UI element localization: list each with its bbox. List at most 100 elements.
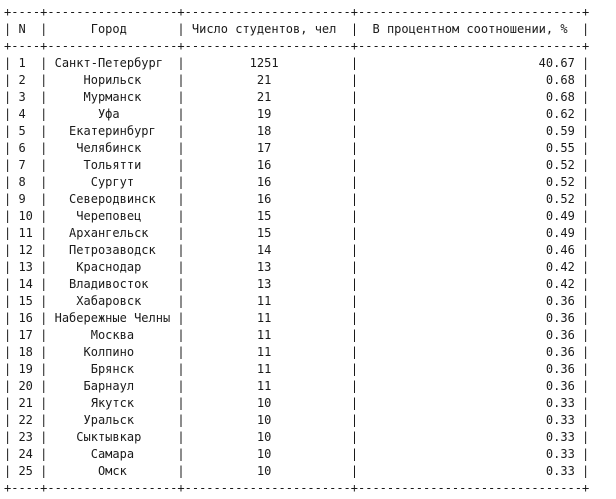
row-cell-percent: 0.36 xyxy=(358,294,583,308)
row-cell-n: 11 xyxy=(11,226,41,240)
row-cell-percent: 0.52 xyxy=(358,158,583,172)
row-cell-percent: 0.49 xyxy=(358,226,583,240)
row-cell-students: 11 xyxy=(184,311,351,325)
table-row: | 15 | Хабаровск | 11 | 0.36 | xyxy=(4,294,590,308)
table-row: | 9 | Северодвинск | 16 | 0.52 | xyxy=(4,192,590,206)
row-cell-percent: 0.33 xyxy=(358,430,583,444)
row-cell-students: 21 xyxy=(184,73,351,87)
row-cell-n: 16 xyxy=(11,311,41,325)
table-row: | 24 | Самара | 10 | 0.33 | xyxy=(4,447,590,461)
table-header-row: | N | Город | Число студентов, чел | В п… xyxy=(4,22,590,36)
row-cell-n: 20 xyxy=(11,379,41,393)
row-cell-n: 25 xyxy=(11,464,41,478)
row-cell-students: 15 xyxy=(184,209,351,223)
table-row: | 16 | Набережные Челны | 11 | 0.36 | xyxy=(4,311,590,325)
row-cell-city: Барнаул xyxy=(47,379,178,393)
row-cell-students: 11 xyxy=(184,362,351,376)
table-row: | 1 | Санкт-Петербург | 1251 | 40.67 | xyxy=(4,56,590,70)
row-cell-percent: 0.46 xyxy=(358,243,583,257)
table-row: | 17 | Москва | 11 | 0.36 | xyxy=(4,328,590,342)
row-cell-students: 11 xyxy=(184,379,351,393)
row-cell-n: 19 xyxy=(11,362,41,376)
row-cell-percent: 40.67 xyxy=(358,56,583,70)
row-cell-n: 23 xyxy=(11,430,41,444)
row-cell-students: 18 xyxy=(184,124,351,138)
ascii-table: +----+------------------+---------------… xyxy=(4,4,589,497)
row-cell-percent: 0.42 xyxy=(358,260,583,274)
table-row: | 21 | Якутск | 10 | 0.33 | xyxy=(4,396,590,410)
row-cell-city: Набережные Челны xyxy=(47,311,178,325)
row-cell-city: Норильск xyxy=(47,73,178,87)
row-cell-percent: 0.33 xyxy=(358,413,583,427)
row-cell-percent: 0.36 xyxy=(358,362,583,376)
header-cell-n: N xyxy=(11,22,41,36)
table-row: | 4 | Уфа | 19 | 0.62 | xyxy=(4,107,590,121)
row-cell-city: Челябинск xyxy=(47,141,178,155)
row-cell-n: 15 xyxy=(11,294,41,308)
table-body: | 1 | Санкт-Петербург | 1251 | 40.67 | | … xyxy=(4,55,589,480)
row-cell-city: Москва xyxy=(47,328,178,342)
table-row: | 11 | Архангельск | 15 | 0.49 | xyxy=(4,226,590,240)
row-cell-n: 21 xyxy=(11,396,41,410)
row-cell-students: 10 xyxy=(184,464,351,478)
row-cell-students: 16 xyxy=(184,158,351,172)
row-cell-n: 3 xyxy=(11,90,41,104)
row-cell-students: 13 xyxy=(184,277,351,291)
row-cell-students: 15 xyxy=(184,226,351,240)
row-cell-n: 24 xyxy=(11,447,41,461)
row-cell-students: 10 xyxy=(184,413,351,427)
header-cell-students: Число студентов, чел xyxy=(184,22,351,36)
row-cell-students: 19 xyxy=(184,107,351,121)
row-cell-n: 2 xyxy=(11,73,41,87)
row-cell-percent: 0.36 xyxy=(358,379,583,393)
table-border-top: +----+------------------+---------------… xyxy=(4,5,590,19)
header-cell-city: Город xyxy=(47,22,178,36)
row-cell-students: 1251 xyxy=(184,56,351,70)
row-cell-percent: 0.68 xyxy=(358,73,583,87)
table-row: | 6 | Челябинск | 17 | 0.55 | xyxy=(4,141,590,155)
row-cell-students: 10 xyxy=(184,447,351,461)
row-cell-city: Хабаровск xyxy=(47,294,178,308)
table-row: | 23 | Сыктывкар | 10 | 0.33 | xyxy=(4,430,590,444)
row-cell-n: 4 xyxy=(11,107,41,121)
row-cell-percent: 0.59 xyxy=(358,124,583,138)
table-row: | 20 | Барнаул | 11 | 0.36 | xyxy=(4,379,590,393)
row-cell-n: 1 xyxy=(11,56,41,70)
row-cell-city: Санкт-Петербург xyxy=(47,56,178,70)
row-cell-n: 10 xyxy=(11,209,41,223)
row-cell-students: 14 xyxy=(184,243,351,257)
table-row: | 19 | Брянск | 11 | 0.36 | xyxy=(4,362,590,376)
row-cell-students: 21 xyxy=(184,90,351,104)
row-cell-city: Якутск xyxy=(47,396,178,410)
table-row: | 22 | Уральск | 10 | 0.33 | xyxy=(4,413,590,427)
row-cell-city: Екатеринбург xyxy=(47,124,178,138)
table-row: | 5 | Екатеринбург | 18 | 0.59 | xyxy=(4,124,590,138)
table-border-header: +----+------------------+---------------… xyxy=(4,39,590,53)
row-cell-students: 11 xyxy=(184,345,351,359)
row-cell-city: Уфа xyxy=(47,107,178,121)
row-cell-city: Петрозаводск xyxy=(47,243,178,257)
row-cell-students: 17 xyxy=(184,141,351,155)
row-cell-n: 22 xyxy=(11,413,41,427)
row-cell-city: Колпино xyxy=(47,345,178,359)
table-row: | 7 | Тольятти | 16 | 0.52 | xyxy=(4,158,590,172)
row-cell-students: 13 xyxy=(184,260,351,274)
row-cell-n: 8 xyxy=(11,175,41,189)
row-cell-city: Череповец xyxy=(47,209,178,223)
row-cell-city: Архангельск xyxy=(47,226,178,240)
row-cell-n: 17 xyxy=(11,328,41,342)
row-cell-students: 11 xyxy=(184,328,351,342)
row-cell-percent: 0.33 xyxy=(358,396,583,410)
row-cell-percent: 0.62 xyxy=(358,107,583,121)
row-cell-percent: 0.36 xyxy=(358,311,583,325)
table-row: | 25 | Омск | 10 | 0.33 | xyxy=(4,464,590,478)
row-cell-n: 13 xyxy=(11,260,41,274)
row-cell-city: Самара xyxy=(47,447,178,461)
table-row: | 2 | Норильск | 21 | 0.68 | xyxy=(4,73,590,87)
row-cell-city: Уральск xyxy=(47,413,178,427)
row-cell-n: 14 xyxy=(11,277,41,291)
row-cell-students: 10 xyxy=(184,430,351,444)
row-cell-city: Владивосток xyxy=(47,277,178,291)
row-cell-city: Сургут xyxy=(47,175,178,189)
row-cell-n: 9 xyxy=(11,192,41,206)
